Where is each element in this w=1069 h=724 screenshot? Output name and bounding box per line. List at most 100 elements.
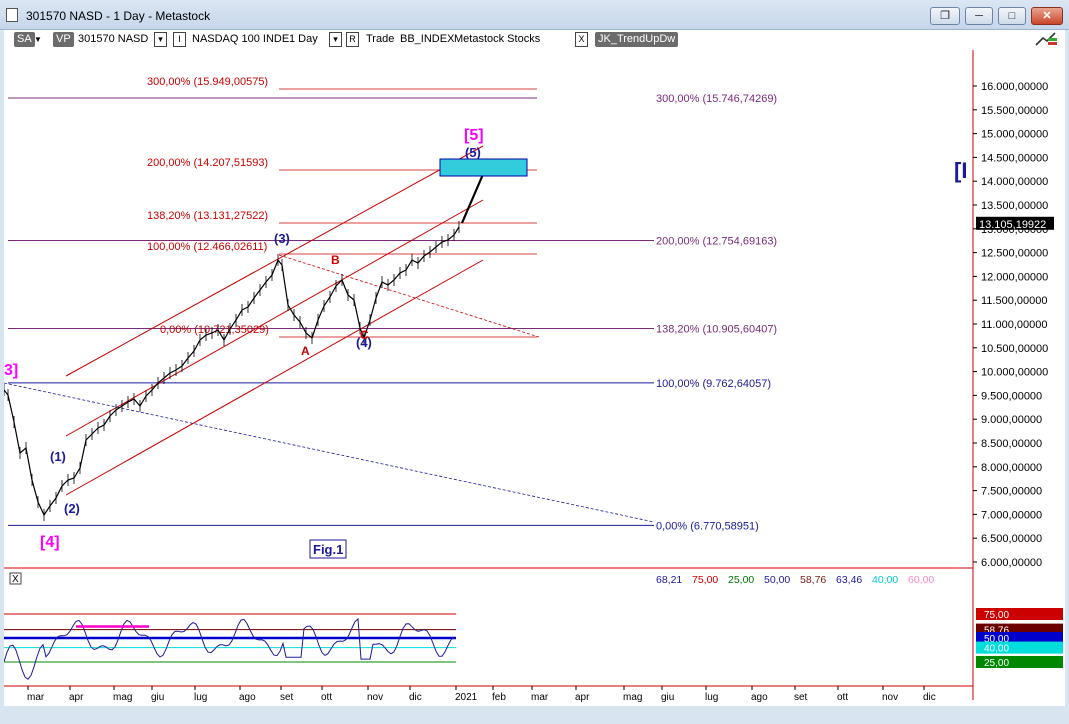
time-tick-label: mar [27, 692, 45, 703]
source-label: Metastock Stocks [454, 33, 541, 45]
time-tick-label: lug [194, 692, 207, 703]
price-tick-label: 15.500,00000 [981, 105, 1048, 117]
last-price-box [976, 216, 1054, 230]
time-tick-label: apr [575, 692, 590, 703]
price-tick-label: 10.500,00000 [981, 343, 1048, 355]
expert-advisor-label[interactable]: JK_TrendUpDw [595, 32, 679, 47]
fib-left-label: 138,20% (13.131,27522) [147, 210, 268, 222]
close-oscillator-label: X [12, 574, 19, 585]
wave-label-2: (2) [64, 501, 80, 516]
fig-label-box [309, 539, 347, 559]
status-bar [0, 706, 1069, 724]
oscillator-readout: 60,00 [908, 574, 934, 586]
restore-down-icon[interactable]: ❐ [930, 7, 960, 25]
oscillator-level-label: 75,00 [984, 610, 1009, 621]
time-tick-label: dic [409, 692, 422, 703]
price-tick-label: 12.000,00000 [981, 271, 1048, 283]
close-button[interactable]: ✕ [1031, 7, 1063, 25]
minimize-button[interactable]: ─ [965, 7, 993, 25]
oscillator-readout: 58,76 [800, 574, 826, 586]
price-tick-label: 9.500,00000 [981, 390, 1042, 402]
maximize-button[interactable]: □ [998, 7, 1026, 25]
price-tick-label: 14.000,00000 [981, 176, 1048, 188]
price-tick-label: 7.000,00000 [981, 509, 1042, 521]
price-series-line [3, 226, 460, 517]
symbol-label: 301570 NASD [78, 33, 149, 45]
fib-right-label: 100,00% (9.762,64057) [656, 378, 771, 390]
time-tick-label: feb [492, 692, 506, 703]
price-chart[interactable]: 300,00% (15.746,74269) 200,00% (12.754,69… [3, 50, 1065, 720]
fib-right-label: 300,00% (15.746,74269) [656, 93, 777, 105]
time-tick-label: ott [321, 692, 332, 703]
last-price-label: 13.105,19922 [979, 219, 1046, 231]
price-tick-label: 8.000,00000 [981, 462, 1042, 474]
time-tick-label: ago [751, 692, 768, 703]
time-tick-label: mag [113, 692, 132, 703]
time-tick-label: dic [923, 692, 936, 703]
fib-right-label: 200,00% (12.754,69163) [656, 235, 777, 247]
wave-label-3: (3) [274, 231, 290, 246]
price-tick-label: 16.000,00000 [981, 81, 1048, 93]
oscillator-level-box [976, 608, 1063, 620]
wave-label-a: A [301, 344, 310, 358]
oscillator-level-box [976, 632, 1063, 644]
oscillator-level-box [976, 656, 1063, 668]
wave-label-c: C [360, 328, 369, 342]
period-label: 1 Day [289, 33, 318, 45]
fib-left-label: 100,00% (12.466,02611) [147, 241, 267, 253]
price-tick-label: 6.000,00000 [981, 557, 1042, 569]
wave-label-4: (4) [356, 335, 372, 350]
price-tick-label: 13.500,00000 [981, 200, 1048, 212]
app-icon [6, 8, 18, 22]
trend-chart-icon[interactable] [1034, 30, 1058, 46]
oscillator-level-box [976, 641, 1063, 654]
r-button[interactable]: R [346, 32, 359, 47]
symbol-dropdown-icon[interactable]: ▾ [154, 32, 167, 47]
oscillator-readout: 40,00 [872, 574, 898, 586]
sa-button[interactable]: SA [14, 32, 35, 47]
time-tick-label: ott [837, 692, 848, 703]
oscillator-readout: 50,00 [764, 574, 790, 586]
vp-button[interactable]: VP [53, 32, 74, 47]
period-dropdown-icon[interactable]: ▾ [329, 32, 342, 47]
chart-area[interactable]: 300,00% (15.746,74269) 200,00% (12.754,69… [3, 50, 1065, 720]
window-title: 301570 NASD - 1 Day - Metastock [26, 9, 211, 23]
fib-right-label: 0,00% (6.770,58951) [656, 520, 759, 532]
indicator-label: BB_INDEX [400, 33, 455, 45]
fib-left-label: 0,00% (10.721,35029) [160, 324, 269, 336]
time-tick-label: ago [239, 692, 256, 703]
close-oscillator-button[interactable] [9, 572, 22, 585]
sa-dropdown-icon[interactable]: ▼ [34, 35, 42, 44]
wave-label-major-3: 3] [4, 362, 18, 379]
oscillator-level-label: 25,00 [984, 658, 1009, 669]
time-tick-label: nov [882, 692, 898, 703]
price-tick-label: 11.500,00000 [981, 295, 1047, 307]
time-tick-label: nov [367, 692, 383, 703]
time-tick-label: set [794, 692, 808, 703]
price-tick-label: 14.500,00000 [981, 152, 1048, 164]
oscillator-readout: 68,21 [656, 574, 682, 586]
price-tick-label: 10.000,00000 [981, 367, 1048, 379]
time-tick-label: giu [151, 692, 164, 703]
chart-toolbar: SA ▼ VP 301570 NASD ▾ I NASDAQ 100 INDE … [4, 30, 1065, 50]
oscillator-readout: 63,46 [836, 574, 862, 586]
fib-left-label: 200,00% (14.207,51593) [147, 157, 268, 169]
price-tick-label: 15.000,00000 [981, 129, 1048, 141]
time-tick-label: lug [705, 692, 718, 703]
i-button[interactable]: I [173, 32, 186, 47]
oscillator-level-label: 40,00 [984, 644, 1009, 655]
oscillator-level-label: 50,00 [984, 634, 1009, 645]
price-tick-label: 12.500,00000 [981, 248, 1048, 260]
title-bar: 301570 NASD - 1 Day - Metastock ❐ ─ □ ✕ [0, 0, 1069, 30]
price-tick-label: 6.500,00000 [981, 533, 1042, 545]
price-tick-label: 7.500,00000 [981, 486, 1042, 498]
wave-label-b: B [331, 253, 340, 267]
oscillator-readout: 25,00 [728, 574, 754, 586]
time-tick-label: giu [661, 692, 674, 703]
fib-right-label: 138,20% (10.905,60407) [656, 323, 777, 335]
fib-left-label: 300,00% (15.949,00575) [147, 76, 268, 88]
fig-label: Fig.1 [313, 542, 343, 557]
close-expert-button[interactable]: X [575, 32, 588, 47]
wave-label-1: (1) [50, 449, 66, 464]
wave-label-major-5: [5] [464, 127, 484, 144]
